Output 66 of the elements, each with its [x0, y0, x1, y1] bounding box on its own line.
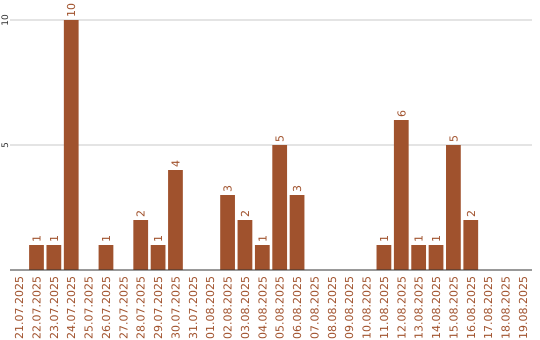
bar [238, 220, 252, 270]
bar [98, 245, 114, 270]
data-label: 1 [48, 235, 61, 242]
bar [133, 220, 148, 270]
x-tick-label: 07.08.2025 [308, 276, 322, 339]
bar [64, 20, 79, 270]
x-tick-label: 08.08.2025 [326, 276, 339, 339]
x-tick-label: 31.07.2025 [186, 276, 200, 339]
x-tick-label: 17.08.2025 [482, 276, 496, 339]
data-label: 1 [30, 235, 44, 242]
data-label: 2 [238, 210, 252, 217]
x-tick-label: 30.07.2025 [169, 276, 182, 339]
x-tick-label: 03.08.2025 [238, 276, 252, 339]
x-tick-label: 29.07.2025 [152, 276, 166, 339]
data-label: 1 [430, 235, 444, 242]
data-label: 4 [169, 160, 182, 167]
data-label: 3 [222, 185, 235, 192]
data-label: 5 [274, 135, 287, 142]
data-label: 3 [291, 185, 304, 192]
bar [290, 195, 304, 270]
x-tick-label: 21.07.2025 [13, 276, 26, 339]
bar [376, 245, 392, 270]
data-label: 5 [447, 135, 460, 142]
x-tick-label: 23.07.2025 [48, 276, 61, 339]
x-tick-label: 27.07.2025 [117, 276, 130, 339]
bar [394, 120, 409, 270]
bar [150, 245, 166, 270]
x-tick-label: 28.07.2025 [134, 276, 148, 339]
data-label: 1 [256, 235, 270, 242]
x-tick-label: 25.07.2025 [82, 276, 96, 339]
x-tick-label: 16.08.2025 [464, 276, 478, 339]
data-label: 2 [134, 210, 148, 217]
x-tick-label: 02.08.2025 [222, 276, 235, 339]
x-tick-label: 09.08.2025 [343, 276, 356, 339]
data-label: 1 [412, 235, 426, 242]
x-tick-label: 26.07.2025 [100, 276, 113, 339]
bar [446, 145, 461, 270]
x-tick-label: 24.07.2025 [65, 276, 78, 339]
bar [168, 170, 183, 270]
x-tick-label: 06.08.2025 [291, 276, 304, 339]
x-tick-label: 15.08.2025 [447, 276, 460, 339]
bar [272, 145, 288, 270]
x-tick-label: 18.08.2025 [500, 276, 513, 339]
bar [411, 245, 426, 270]
bar [428, 245, 444, 270]
x-tick-label: 14.08.2025 [430, 276, 444, 339]
bar [29, 245, 44, 270]
bar [46, 245, 62, 270]
bar [254, 245, 270, 270]
x-tick-label: 13.08.2025 [412, 276, 426, 339]
data-label: 1 [152, 235, 166, 242]
data-label: 2 [464, 210, 478, 217]
x-tick-label: 22.07.2025 [30, 276, 44, 339]
data-label: 10 [65, 3, 78, 17]
data-label: 1 [100, 235, 113, 242]
x-tick-label: 10.08.2025 [360, 276, 374, 339]
data-label: 6 [395, 110, 408, 117]
x-tick-label: 12.08.2025 [395, 276, 408, 339]
bar [220, 195, 235, 270]
x-tick-label: 04.08.2025 [256, 276, 270, 339]
x-tick-label: 11.08.2025 [378, 276, 391, 339]
x-tick-label: 19.08.2025 [516, 276, 530, 339]
x-tick-label: 01.08.2025 [204, 276, 218, 339]
x-tick-label: 05.08.2025 [274, 276, 287, 339]
bar [463, 220, 478, 270]
data-label: 1 [378, 235, 391, 242]
